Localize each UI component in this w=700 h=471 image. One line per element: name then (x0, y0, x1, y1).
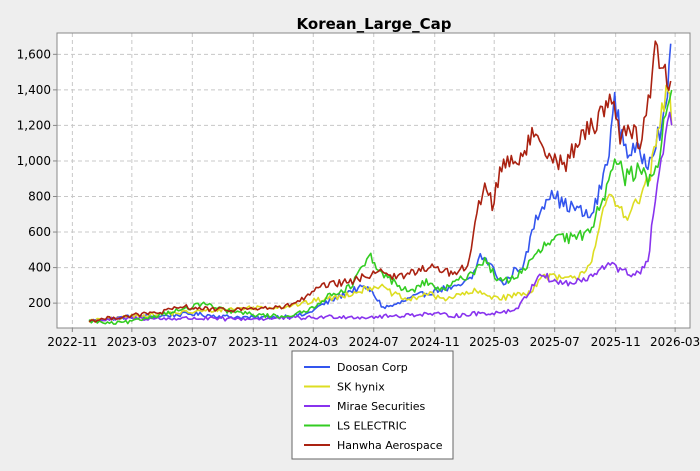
x-tick-label: 2025-07 (530, 335, 580, 349)
series-line-mirae-securities (89, 111, 673, 323)
x-tick-label: 2023-07 (167, 335, 217, 349)
y-tick-label: 1,200 (17, 118, 51, 132)
series-line-hanwha-aerospace (88, 40, 672, 323)
chart-title: Korean_Large_Cap (297, 15, 452, 33)
y-tick-label: 600 (28, 225, 51, 239)
x-tick-label: 2023-03 (107, 335, 157, 349)
legend-label-mirae-securities: Mirae Securities (337, 400, 426, 413)
x-tick-label: 2024-03 (288, 335, 338, 349)
x-tick-label: 2026-03 (650, 335, 700, 349)
x-tick-label: 2024-11 (410, 335, 460, 349)
x-tick-label: 2022-11 (47, 335, 97, 349)
x-tick-label: 2025-11 (591, 335, 641, 349)
legend-label-hanwha-aerospace: Hanwha Aerospace (337, 439, 443, 452)
legend-label-doosan-corp: Doosan Corp (337, 361, 408, 374)
series-layer (88, 40, 673, 325)
y-tick-label: 400 (28, 261, 51, 275)
y-tick-label: 1,400 (17, 83, 51, 97)
x-tick-label: 2023-11 (228, 335, 278, 349)
y-tick-label: 800 (28, 189, 51, 203)
y-tick-label: 1,000 (17, 154, 51, 168)
series-line-doosan-corp (88, 43, 672, 323)
axes: 200 400 600 800 1,000 1,200 1,400 1,600 2022-11 2… (17, 47, 700, 349)
x-tick-label: 2024-07 (349, 335, 399, 349)
y-tick-label: 1,600 (17, 47, 51, 61)
x-tick-label: 2025-03 (469, 335, 519, 349)
y-tick-label: 200 (28, 296, 51, 310)
legend: Doosan Corp SK hynix Mirae Securities LS EL… (291, 350, 454, 460)
series-line-sk-hynix (88, 84, 673, 323)
legend-label-ls-electric: LS ELECTRIC (337, 420, 407, 433)
legend-label-sk-hynix: SK hynix (337, 381, 385, 394)
gridlines (57, 33, 690, 328)
